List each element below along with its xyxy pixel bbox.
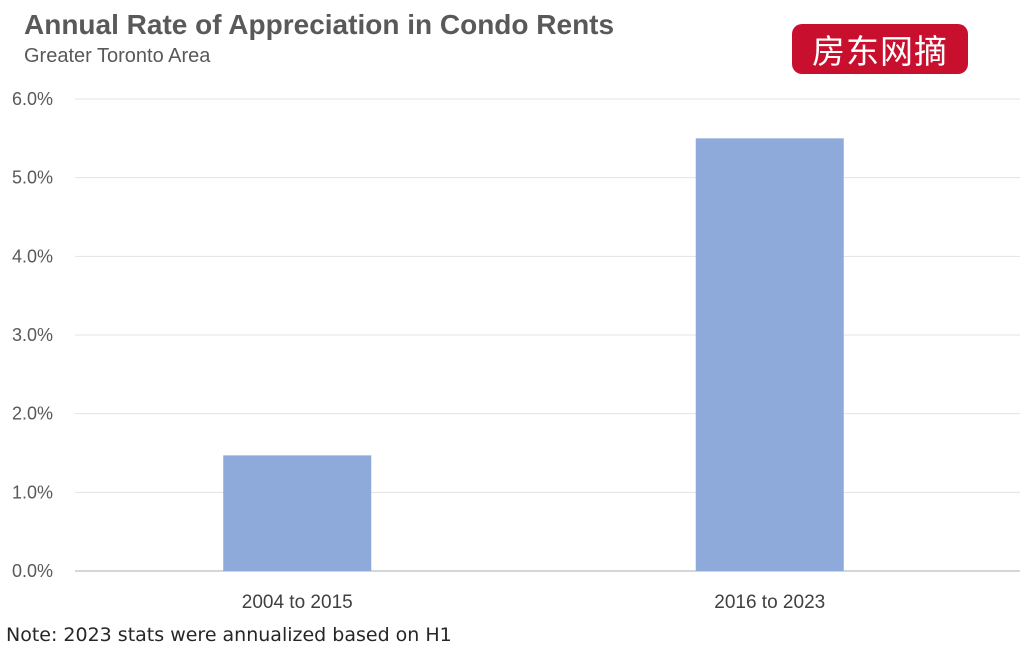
y-tick-label: 2.0% [12,404,53,424]
bar [695,138,844,572]
bar [223,455,372,571]
y-axis-ticks: 0.0% 1.0% 2.0% 3.0% 4.0% 5.0% 6.0% [12,89,53,581]
bars [223,138,844,572]
x-category-label: 2004 to 2015 [242,592,353,613]
watermark-logo: 房东网摘 [792,24,968,74]
x-axis-categories: 2004 to 2015 2016 to 2023 [242,592,825,613]
y-tick-label: 3.0% [12,325,53,345]
chart-subtitle: Greater Toronto Area [24,45,211,67]
y-tick-label: 0.0% [12,561,53,581]
y-tick-label: 1.0% [12,482,53,502]
gridlines [75,98,1020,572]
footnote: Note: 2023 stats were annualized based o… [6,624,452,646]
y-tick-label: 4.0% [12,246,53,266]
chart-title: Annual Rate of Appreciation in Condo Ren… [24,9,615,40]
y-tick-label: 6.0% [12,89,53,109]
x-category-label: 2016 to 2023 [714,592,825,613]
y-tick-label: 5.0% [12,168,53,188]
